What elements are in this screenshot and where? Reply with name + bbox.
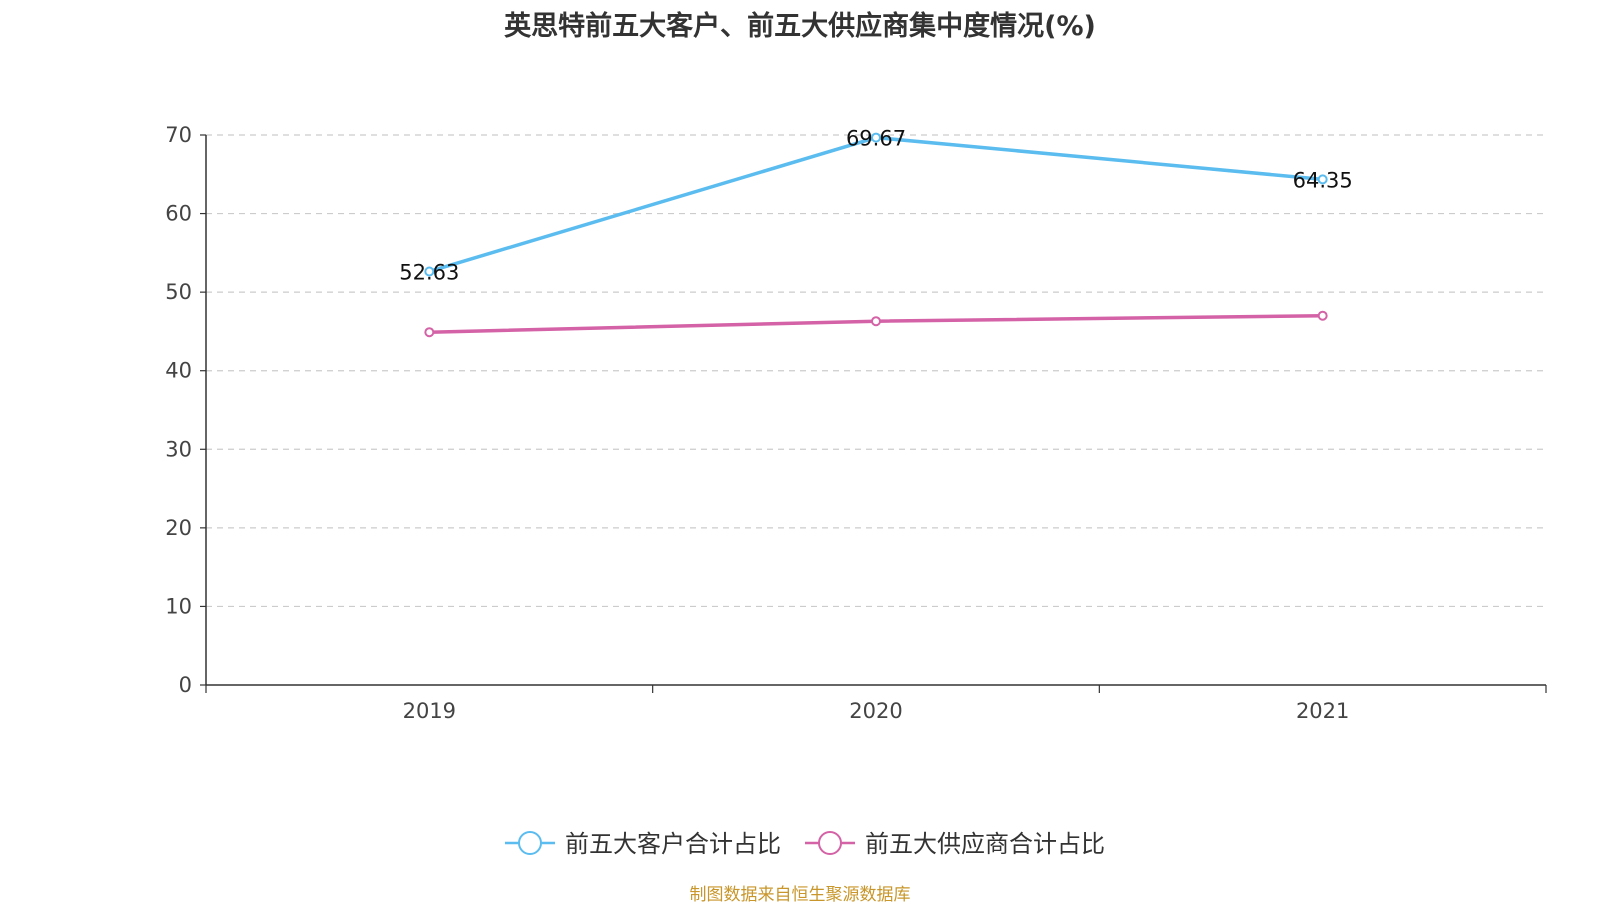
series-group: 52.63 69.67 64.35: [399, 127, 1353, 338]
legend[interactable]: 前五大客户合计占比 前五大供应商合计占比: [505, 830, 1105, 858]
y-tick-label: 50: [165, 280, 192, 304]
legend-item-0[interactable]: 前五大客户合计占比: [505, 830, 781, 858]
data-point[interactable]: [1317, 174, 1328, 185]
y-tick-label: 20: [165, 516, 192, 540]
source-note: 制图数据来自恒生聚源数据库: [689, 885, 911, 905]
y-tick-label: 40: [165, 359, 192, 383]
data-label: 52.63: [399, 260, 459, 284]
y-tick-label: 0: [179, 673, 192, 697]
chart-title: 英思特前五大客户、前五大供应商集中度情况(%): [504, 11, 1096, 42]
data-point[interactable]: [1317, 310, 1328, 321]
x-tick-label: 2021: [1296, 699, 1349, 723]
legend-label: 前五大供应商合计占比: [865, 830, 1105, 858]
data-point[interactable]: [424, 266, 435, 277]
legend-label: 前五大客户合计占比: [565, 830, 781, 858]
data-point[interactable]: [871, 132, 881, 143]
data-point[interactable]: [424, 327, 435, 338]
series-line-0: [428, 135, 1323, 274]
y-tick-label: 70: [165, 123, 192, 147]
y-tick-label: 30: [165, 437, 192, 461]
data-label: 64.35: [1293, 168, 1353, 192]
x-tick-label: 2019: [403, 699, 456, 723]
x-axis: 2019 2020 2021: [205, 684, 1547, 723]
data-point[interactable]: [871, 316, 881, 327]
x-tick-label: 2020: [849, 699, 902, 723]
gridlines: [206, 134, 1546, 608]
legend-marker: [518, 831, 542, 855]
data-label: 69.67: [846, 127, 906, 151]
legend-marker: [818, 831, 842, 855]
y-tick-label: 60: [165, 202, 192, 226]
legend-item-1[interactable]: 前五大供应商合计占比: [805, 830, 1105, 858]
y-tick-label: 10: [165, 594, 192, 618]
y-axis: 0 10 20 30 40 50 60 70: [165, 123, 207, 697]
